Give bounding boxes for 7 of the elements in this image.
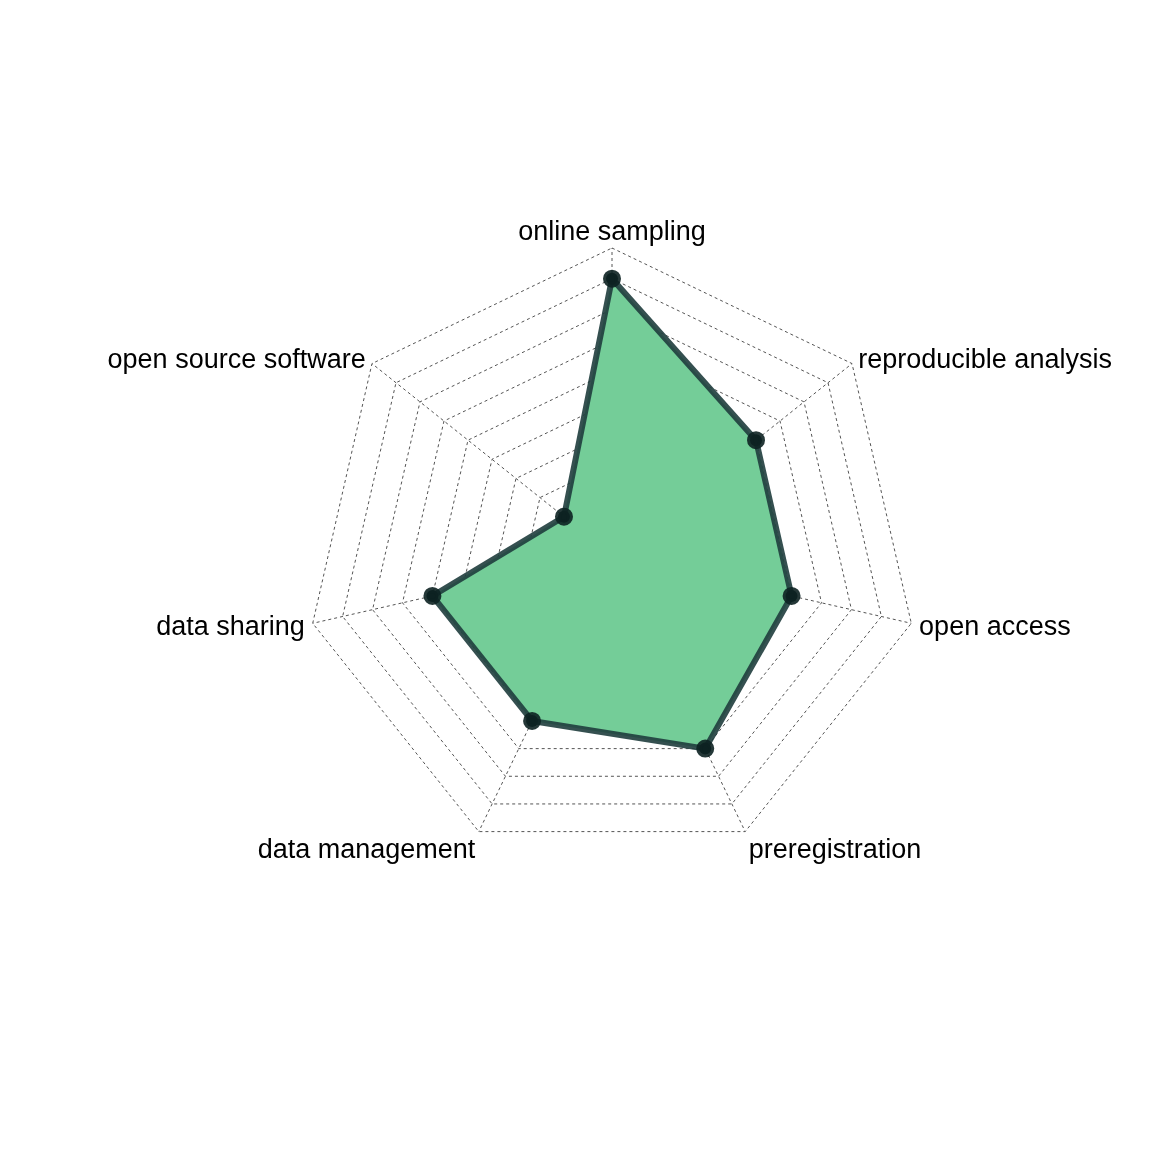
- spoke-label: open access: [919, 610, 1071, 641]
- spoke-label: reproducible analysis: [858, 344, 1112, 375]
- spoke-label: open source software: [107, 344, 366, 375]
- spoke-label: data management: [257, 833, 476, 864]
- spoke-label: online sampling: [518, 216, 706, 246]
- spoke-label: preregistration: [748, 833, 922, 864]
- spoke-label: data sharing: [156, 610, 305, 641]
